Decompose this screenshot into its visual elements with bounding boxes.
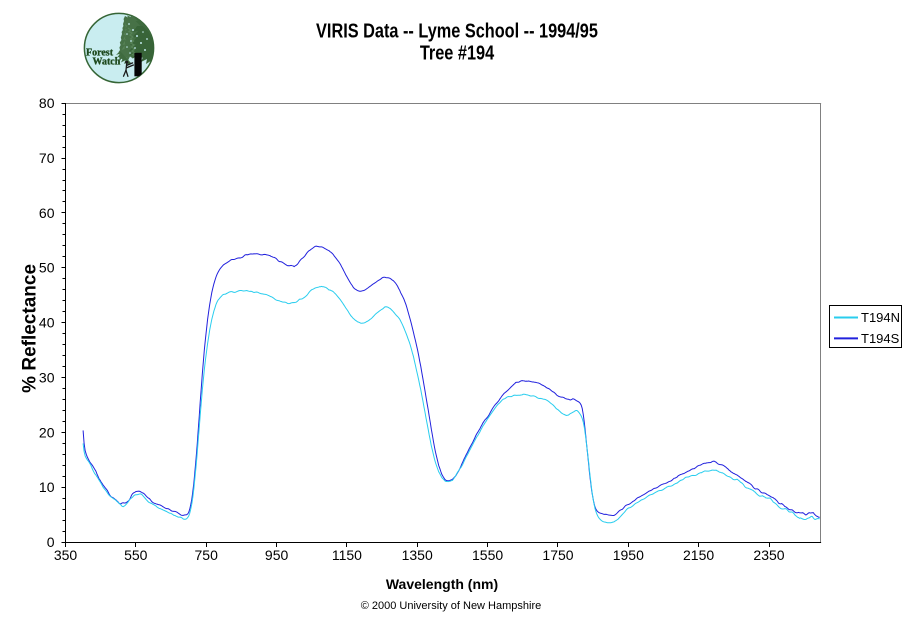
- svg-text:Wavelength (nm): Wavelength (nm): [386, 576, 498, 592]
- svg-text:10: 10: [39, 479, 55, 495]
- svg-text:30: 30: [39, 369, 55, 385]
- svg-text:70: 70: [39, 150, 55, 166]
- svg-text:© 2000 University of New Hamps: © 2000 University of New Hampshire: [361, 600, 542, 612]
- svg-text:Tree #194: Tree #194: [420, 41, 495, 64]
- svg-text:50: 50: [39, 260, 55, 276]
- svg-text:2150: 2150: [683, 547, 714, 563]
- svg-text:750: 750: [195, 547, 219, 563]
- svg-text:1150: 1150: [332, 547, 362, 563]
- svg-text:1350: 1350: [402, 547, 433, 563]
- svg-text:0: 0: [47, 534, 55, 550]
- svg-text:950: 950: [265, 547, 289, 563]
- svg-text:60: 60: [39, 205, 55, 221]
- svg-text:40: 40: [39, 315, 55, 331]
- svg-text:T194S: T194S: [861, 331, 900, 346]
- svg-text:1750: 1750: [542, 547, 573, 563]
- svg-text:1550: 1550: [472, 547, 503, 563]
- svg-text:T194N: T194N: [861, 310, 900, 325]
- svg-text:80: 80: [39, 95, 55, 111]
- svg-text:550: 550: [124, 547, 148, 563]
- svg-text:Forest: Forest: [86, 48, 114, 59]
- svg-text:20: 20: [39, 424, 55, 440]
- svg-text:1950: 1950: [613, 547, 644, 563]
- svg-text:Watch: Watch: [93, 57, 121, 68]
- svg-text:350: 350: [54, 547, 78, 563]
- svg-text:% Reflectance: % Reflectance: [20, 264, 41, 393]
- svg-text:VIRIS Data -- Lyme School -- 1: VIRIS Data -- Lyme School -- 1994/95: [316, 19, 598, 42]
- svg-text:2350: 2350: [753, 547, 784, 563]
